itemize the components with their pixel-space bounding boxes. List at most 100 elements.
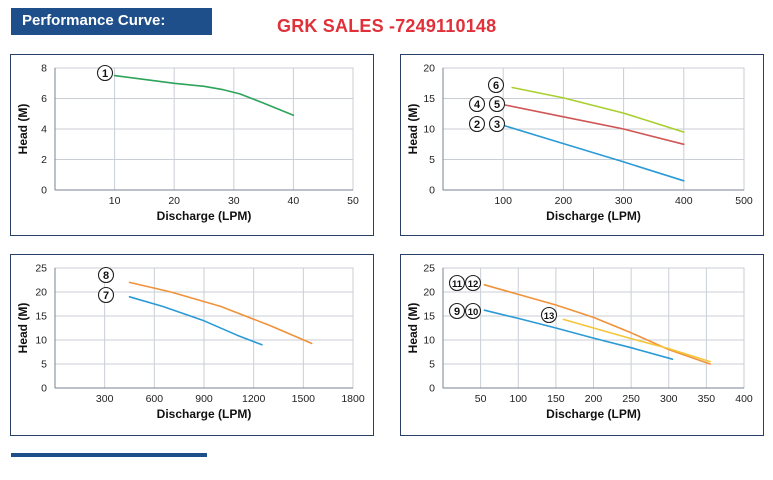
x-axis-label: Discharge (LPM) <box>157 209 252 223</box>
chart-1: 10 20 30 40 50 0 2 4 6 8 Discharge (LPM) Head (M) 1 <box>16 63 359 224</box>
chart-panel-1: 10 20 30 40 50 0 2 4 6 8 Discharge (LPM) Head (M) 1 <box>10 54 374 236</box>
x-tick-label: 200 <box>585 393 603 405</box>
series-line-7 <box>128 295 263 346</box>
y-axis-label: Head (M) <box>406 104 420 155</box>
series-line-11-12 <box>483 283 711 365</box>
x-tick-label: 350 <box>698 393 716 405</box>
chart-2: 100 200 300 400 500 0 5 10 15 20 Discharge (LPM) He… <box>406 63 753 224</box>
curve-marker-12: 12 <box>464 274 482 292</box>
svg-text:7: 7 <box>103 290 109 302</box>
x-tick-label: 1500 <box>292 393 316 405</box>
svg-text:9: 9 <box>454 306 460 318</box>
series-line-9-10 <box>483 309 674 360</box>
x-tick-label: 10 <box>109 195 121 207</box>
x-tick-label: 30 <box>228 195 240 207</box>
y-tick-label: 20 <box>423 63 435 75</box>
x-tick-label: 250 <box>622 393 640 405</box>
series-line-2-3 <box>502 124 685 182</box>
y-tick-label: 10 <box>423 335 435 347</box>
svg-text:6: 6 <box>493 80 499 92</box>
series-line-1 <box>113 74 295 117</box>
y-tick-label: 10 <box>423 124 435 136</box>
svg-text:8: 8 <box>103 270 109 282</box>
y-tick-label: 4 <box>41 124 47 136</box>
x-tick-label: 50 <box>475 393 487 405</box>
svg-text:10: 10 <box>468 307 479 318</box>
series-line-6 <box>511 86 685 133</box>
y-tick-label: 20 <box>35 287 47 299</box>
x-tick-label: 400 <box>675 195 693 207</box>
curve-marker-4: 4 <box>468 95 486 113</box>
curve-marker-9: 9 <box>448 302 466 320</box>
x-tick-label: 20 <box>168 195 180 207</box>
svg-text:5: 5 <box>494 99 500 111</box>
x-tick-label: 100 <box>509 393 527 405</box>
curve-marker-5: 5 <box>488 95 506 113</box>
footer-rule <box>11 453 207 457</box>
y-axis-label: Head (M) <box>406 303 420 354</box>
y-tick-label: 5 <box>429 154 435 166</box>
y-tick-label: 5 <box>41 359 47 371</box>
x-tick-label: 300 <box>615 195 633 207</box>
y-tick-label: 0 <box>429 383 435 395</box>
curve-marker-3: 3 <box>488 115 506 133</box>
chart-panel-3: 300 600 900 1200 1500 1800 0 5 10 15 20 25 Discharge… <box>10 254 374 436</box>
header-bar <box>11 8 212 35</box>
x-tick-label: 600 <box>146 393 164 405</box>
y-tick-label: 20 <box>423 287 435 299</box>
x-axis-label: Discharge (LPM) <box>546 407 641 421</box>
y-tick-label: 25 <box>35 263 47 275</box>
y-tick-label: 2 <box>41 154 47 166</box>
x-tick-label: 900 <box>195 393 213 405</box>
y-tick-label: 0 <box>429 185 435 197</box>
y-tick-label: 0 <box>41 383 47 395</box>
y-tick-label: 0 <box>41 185 47 197</box>
svg-text:1: 1 <box>102 68 108 80</box>
curve-marker-6: 6 <box>487 76 505 94</box>
curve-marker-8: 8 <box>97 266 115 284</box>
svg-text:12: 12 <box>468 279 479 290</box>
x-tick-label: 500 <box>735 195 753 207</box>
series-line-13 <box>562 318 711 363</box>
y-tick-label: 15 <box>35 311 47 323</box>
curve-marker-1: 1 <box>96 64 114 82</box>
x-tick-label: 200 <box>555 195 573 207</box>
x-tick-label: 100 <box>494 195 512 207</box>
curve-marker-2: 2 <box>468 115 486 133</box>
page-title: Performance Curve: <box>22 12 166 29</box>
x-tick-label: 400 <box>735 393 753 405</box>
y-tick-label: 25 <box>423 263 435 275</box>
x-tick-label: 1200 <box>242 393 266 405</box>
y-axis-label: Head (M) <box>16 303 30 354</box>
y-tick-label: 5 <box>429 359 435 371</box>
x-tick-label: 300 <box>96 393 114 405</box>
x-tick-label: 40 <box>288 195 300 207</box>
x-axis-label: Discharge (LPM) <box>157 407 252 421</box>
series-line-4-5 <box>502 103 685 146</box>
y-tick-label: 8 <box>41 63 47 75</box>
y-tick-label: 10 <box>35 335 47 347</box>
chart-3: 300 600 900 1200 1500 1800 0 5 10 15 20 25 Discharge… <box>16 263 365 422</box>
brand-contact: GRK SALES -7249110148 <box>277 16 497 36</box>
curve-marker-13: 13 <box>540 306 558 324</box>
chart-panel-2: 100 200 300 400 500 0 5 10 15 20 Discharge (LPM) He… <box>400 54 764 236</box>
x-tick-label: 1800 <box>341 393 365 405</box>
y-tick-label: 6 <box>41 93 47 105</box>
series-line-8 <box>128 281 313 345</box>
svg-text:2: 2 <box>474 119 480 131</box>
curve-marker-10: 10 <box>464 302 482 320</box>
svg-text:13: 13 <box>544 311 555 322</box>
x-tick-label: 150 <box>547 393 565 405</box>
y-axis-label: Head (M) <box>16 104 30 155</box>
svg-text:11: 11 <box>452 279 463 290</box>
chart-4: 50 100 150 200 250 300 350 400 0 5 10 15 20 25 Dischar… <box>406 263 753 422</box>
y-tick-label: 15 <box>423 311 435 323</box>
x-tick-label: 300 <box>660 393 678 405</box>
curve-marker-11: 11 <box>448 274 466 292</box>
x-axis-label: Discharge (LPM) <box>546 209 641 223</box>
x-tick-label: 50 <box>347 195 359 207</box>
curve-marker-7: 7 <box>97 286 115 304</box>
chart-panel-4: 50 100 150 200 250 300 350 400 0 5 10 15 20 25 Dischar… <box>400 254 764 436</box>
y-tick-label: 15 <box>423 93 435 105</box>
svg-text:3: 3 <box>494 119 500 131</box>
